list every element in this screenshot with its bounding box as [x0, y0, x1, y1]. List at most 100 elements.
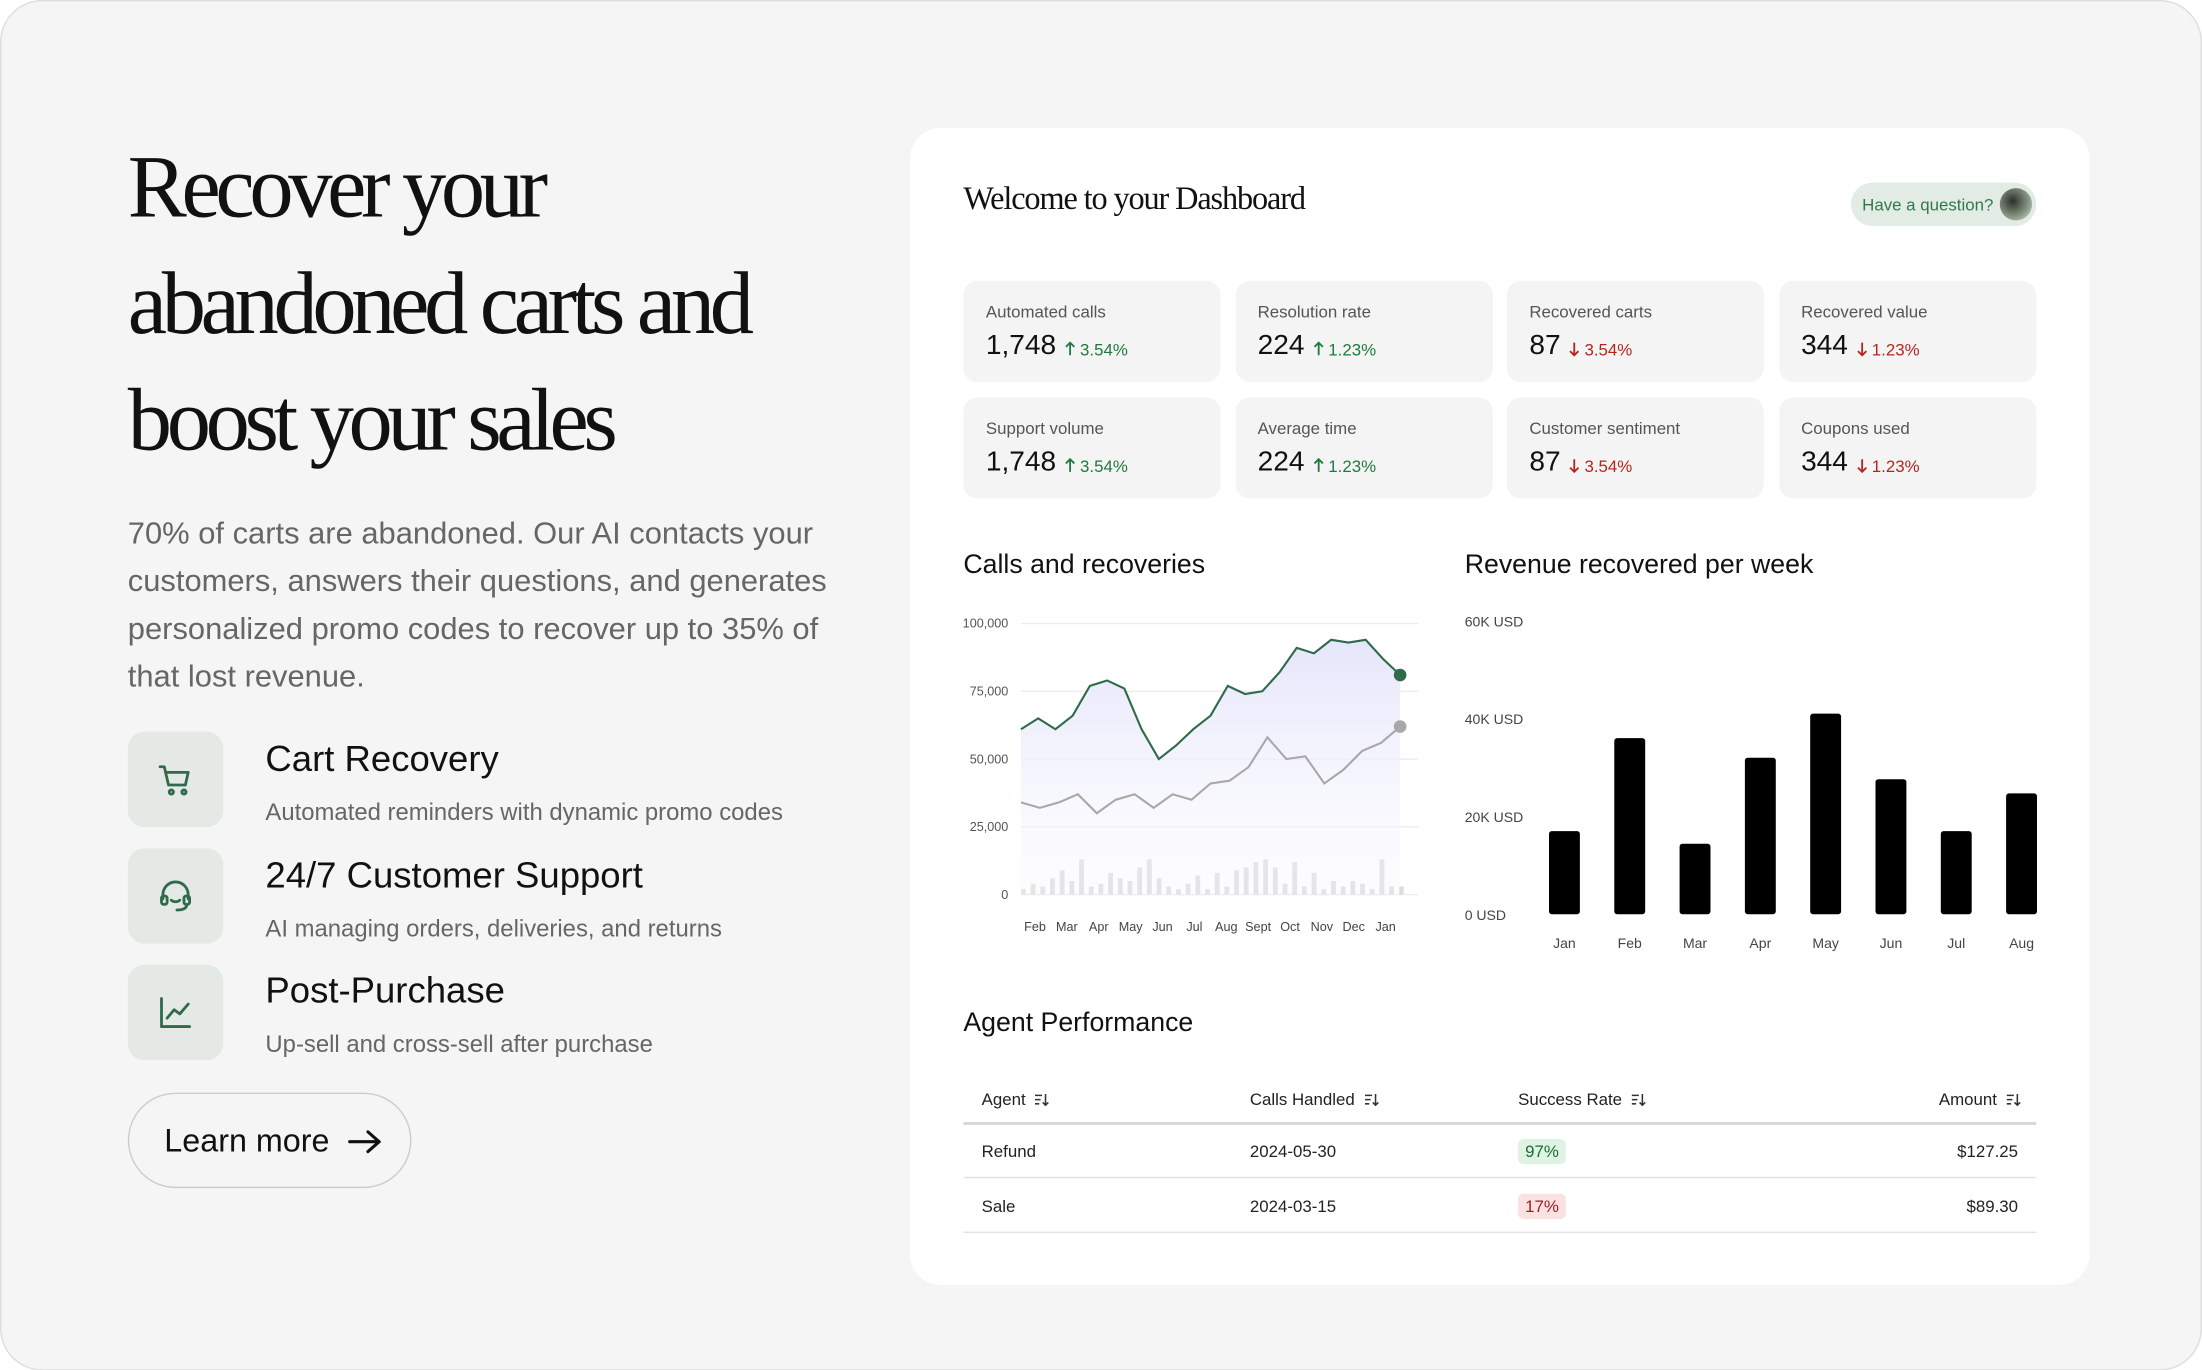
stat-value: 1,748 — [985, 446, 1057, 478]
stat-value: 87 — [1529, 330, 1561, 361]
stat-card: Automated calls 1,748 3.54% — [963, 280, 1221, 382]
stat-card: Support volume 1,748 3.54% — [963, 397, 1221, 499]
header-divider — [963, 1122, 2037, 1125]
feature-icon — [127, 731, 224, 828]
bar — [1548, 831, 1580, 915]
table-cell: $127.25 — [1957, 1141, 2019, 1162]
x-tick-label: May — [1812, 935, 1839, 951]
stat-value: 344 — [1801, 446, 1848, 478]
bar — [1679, 843, 1711, 915]
stat-label: Automated calls — [985, 301, 1106, 322]
y-tick-label: 0 USD — [1465, 907, 1506, 923]
button-label: Learn more — [164, 1122, 330, 1159]
x-tick-label: Dec — [1343, 920, 1365, 934]
learn-more-button[interactable]: Learn more — [127, 1092, 412, 1189]
sort-icon[interactable] — [2005, 1093, 2021, 1107]
stat-change-value: 3.54% — [1584, 339, 1633, 360]
column-label: Agent — [981, 1089, 1026, 1110]
y-tick-label: 75,000 — [970, 684, 1009, 698]
stat-change: 1.23% — [1856, 456, 1920, 477]
feature-description: Automated reminders with dynamic promo c… — [265, 799, 783, 826]
sort-icon[interactable] — [1631, 1093, 1646, 1107]
bar — [1614, 738, 1646, 915]
volume-bar — [1398, 886, 1404, 895]
x-tick-label: Mar — [1056, 920, 1078, 934]
column-label: Amount — [1938, 1089, 1997, 1110]
stat-label: Support volume — [985, 418, 1104, 439]
hero-description: 70% of carts are abandoned. Our AI conta… — [127, 515, 827, 694]
feature-title: Cart Recovery — [265, 737, 499, 780]
stat-label: Coupons used — [1801, 418, 1910, 439]
y-tick-label: 60K USD — [1465, 613, 1524, 629]
table-cell: 2024-03-15 — [1249, 1195, 1337, 1216]
stat-change: 1.23% — [1313, 340, 1376, 360]
trend-arrow — [1569, 459, 1580, 474]
end-dot — [1393, 668, 1407, 682]
y-tick-label: 50,000 — [970, 752, 1009, 766]
table-cell: Sale — [981, 1195, 1016, 1216]
trend-arrow — [1857, 342, 1867, 357]
column-header: Agent — [981, 1089, 1050, 1110]
stat-value: 224 — [1257, 330, 1305, 361]
column-header: Success Rate — [1518, 1090, 1646, 1109]
stat-label: Average time — [1257, 418, 1357, 439]
x-tick-label: Apr — [1089, 920, 1109, 934]
trend-arrow — [1065, 341, 1076, 356]
sort-icon[interactable] — [1363, 1093, 1379, 1107]
line-area — [1020, 639, 1401, 895]
table-cell: $89.30 — [1966, 1195, 2019, 1216]
trend-arrow — [1857, 459, 1867, 474]
bar — [1810, 713, 1842, 915]
x-tick-label: Nov — [1311, 920, 1334, 934]
x-tick-label: May — [1119, 920, 1144, 934]
feature-icon — [127, 848, 224, 944]
arrow-icon — [348, 1130, 381, 1154]
stat-change-value: 3.54% — [1080, 456, 1128, 477]
x-tick-label: Apr — [1749, 935, 1771, 951]
column-label: Calls Handled — [1249, 1089, 1355, 1110]
feature-icon — [127, 964, 224, 1061]
chart-title: Calls and recoveries — [963, 550, 1206, 580]
feature-description: AI managing orders, deliveries, and retu… — [265, 915, 722, 943]
dashboard-title: Welcome to your Dashboard — [963, 181, 1306, 217]
stat-change-value: 1.23% — [1871, 456, 1920, 477]
x-tick-label: Aug — [2009, 935, 2034, 951]
bar — [1744, 757, 1776, 915]
stat-value: 87 — [1529, 446, 1561, 478]
trend-arrow — [1313, 341, 1324, 356]
table-cell: 2024-05-30 — [1249, 1141, 1337, 1162]
sort-icon[interactable] — [1034, 1093, 1050, 1107]
row-divider — [963, 1176, 2037, 1179]
column-header: Amount — [1938, 1089, 2021, 1110]
stat-change: 3.54% — [1569, 340, 1632, 360]
stat-change-value: 3.54% — [1584, 456, 1633, 477]
help-label: Have a question? — [1862, 195, 1994, 215]
bar — [1940, 831, 1972, 915]
stat-label: Resolution rate — [1257, 301, 1371, 322]
x-tick-label: Jun — [1880, 935, 1903, 951]
chart-title: Revenue recovered per week — [1464, 550, 1814, 580]
x-tick-label: Jun — [1152, 920, 1172, 934]
table-cell: Refund — [981, 1141, 1036, 1162]
stat-change: 3.54% — [1065, 456, 1128, 476]
stat-card: Average time 224 1.23% — [1235, 397, 1493, 499]
stat-value: 1,748 — [985, 330, 1057, 361]
bar — [2006, 793, 2037, 915]
line — [1020, 638, 1401, 761]
stat-change: 1.23% — [1856, 339, 1920, 360]
feature-description: Up-sell and cross-sell after purchase — [265, 1030, 653, 1058]
avatar — [1999, 188, 2033, 221]
row-divider — [963, 1230, 2037, 1233]
x-tick-label: Aug — [1215, 920, 1237, 934]
help-button[interactable]: Have a question? — [1850, 182, 2037, 227]
stat-change-value: 1.23% — [1328, 339, 1377, 360]
y-tick-label: 100,000 — [963, 617, 1009, 631]
rate-badge: 17% — [1518, 1192, 1566, 1219]
stat-change-value: 1.23% — [1871, 339, 1920, 360]
title-line: boost your sales — [127, 370, 618, 470]
stat-change: 3.54% — [1065, 340, 1128, 360]
trend-arrow — [1313, 457, 1324, 472]
